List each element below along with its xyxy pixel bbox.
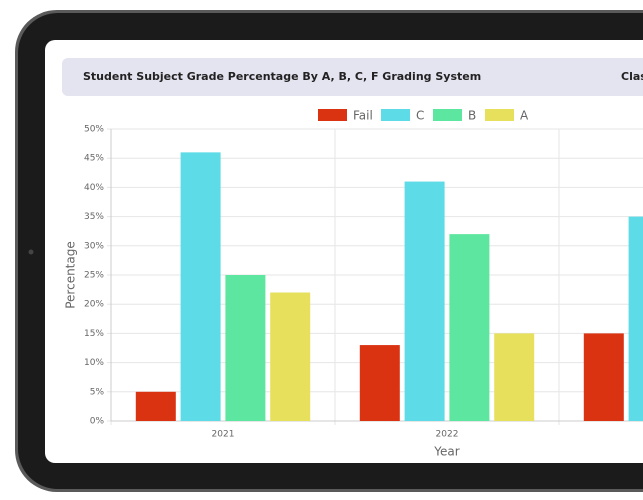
y-tick-label: 20% (84, 300, 104, 310)
header-title: Student Subject Grade Percentage By A, B… (83, 70, 481, 83)
y-tick-label: 30% (84, 241, 104, 251)
bar (225, 275, 265, 421)
legend-swatch (381, 109, 410, 121)
screen (45, 40, 643, 463)
y-tick-label: 5% (90, 387, 105, 397)
bar (405, 182, 445, 421)
bar (360, 345, 400, 421)
bar (449, 234, 489, 421)
y-tick-label: 15% (84, 329, 104, 339)
legend-label: C (416, 109, 424, 123)
header-link[interactable]: Class (621, 70, 643, 83)
bar (494, 333, 534, 421)
bar (136, 392, 176, 421)
legend-label: A (520, 109, 529, 123)
y-tick-label: 25% (84, 271, 104, 281)
y-tick-label: 35% (84, 212, 104, 222)
legend-label: B (468, 109, 476, 123)
y-tick-label: 10% (84, 358, 104, 368)
y-tick-label: 40% (84, 183, 104, 193)
y-tick-label: 50% (84, 125, 104, 135)
bar (181, 152, 221, 421)
legend-swatch (318, 109, 347, 121)
y-tick-label: 45% (84, 154, 104, 164)
legend-label: Fail (353, 109, 373, 123)
camera (29, 250, 34, 255)
legend-swatch (485, 109, 514, 121)
legend-swatch (433, 109, 462, 121)
bar (270, 293, 310, 421)
y-axis-title: Percentage (64, 241, 78, 309)
bar (629, 217, 643, 421)
x-axis-title: Year (433, 445, 459, 459)
bar (584, 333, 624, 421)
x-tick-label: 2021 (212, 430, 235, 440)
x-tick-label: 2022 (436, 430, 459, 440)
y-tick-label: 0% (90, 417, 105, 427)
